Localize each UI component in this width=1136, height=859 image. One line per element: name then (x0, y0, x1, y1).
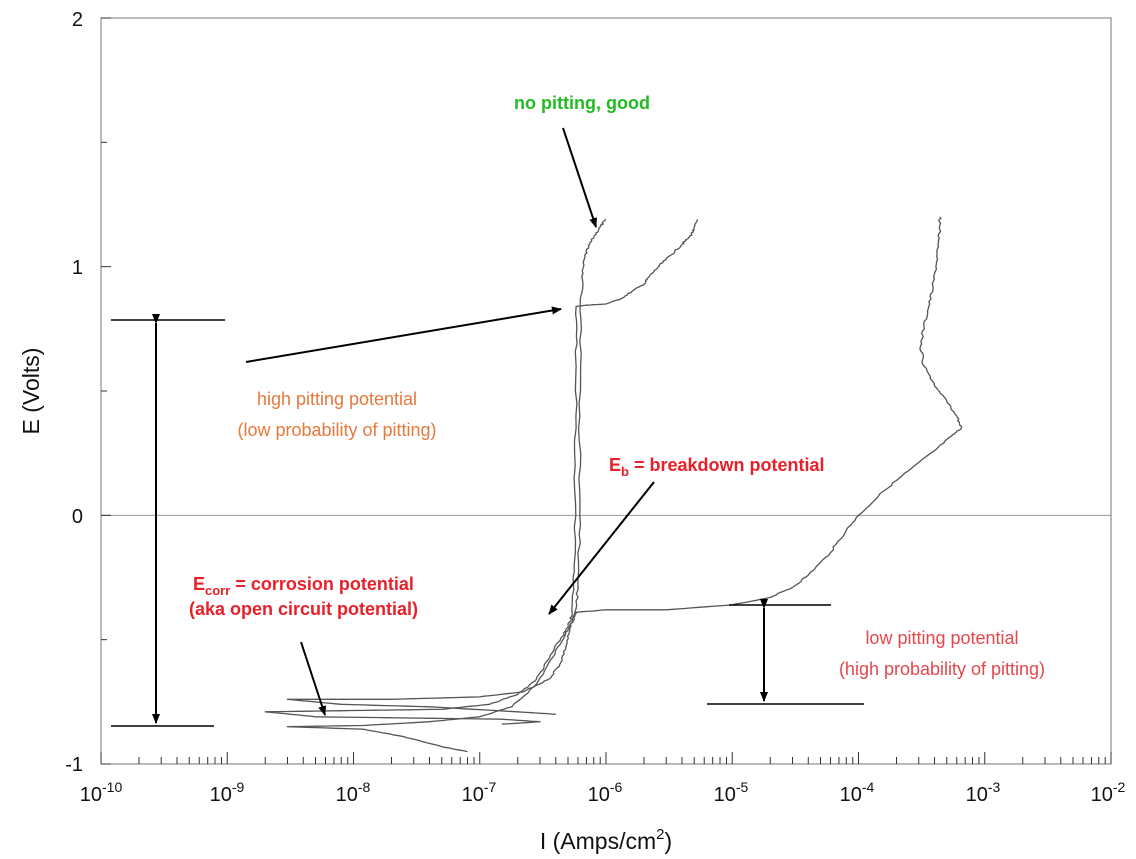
x-tick-label-1e-8: 10-8 (336, 779, 371, 806)
no-pitting-label: no pitting, good (514, 93, 650, 113)
polarization-curve-1 (286, 218, 607, 753)
corrosion-arrow (300, 641, 326, 716)
high-pitting-label-line2: (low probability of pitting) (237, 420, 436, 440)
x-tick-label-1e-7: 10-7 (462, 779, 497, 806)
y-tick-label-0: 0 (72, 506, 83, 528)
x-tick-label-1e-6: 10-6 (588, 779, 623, 806)
no-pitting-arrow (562, 127, 597, 228)
low-pitting-label-line2: (high probability of pitting) (839, 659, 1045, 679)
high-pitting-arrow (245, 306, 562, 363)
tick-layer (100, 17, 1112, 765)
x-tick-label-1e-5: 10-5 (714, 779, 749, 806)
polarization-curve-3 (286, 216, 963, 715)
high-pitting-label-line1: high pitting potential (257, 389, 417, 409)
low-pitting-label-line1: low pitting potential (865, 628, 1018, 648)
polarization-curve-2 (264, 219, 699, 725)
x-tick-label-1e-9: 10-9 (210, 779, 245, 806)
plot-frame (100, 17, 1112, 765)
x-tick-label-1e-2: 10-2 (1091, 779, 1126, 806)
x-tick-label-1e-4: 10-4 (840, 779, 875, 806)
y-tick-label-2: 2 (72, 9, 83, 31)
x-tick-label-1e-3: 10-3 (966, 779, 1001, 806)
y-axis-title: E (Volts) (18, 348, 44, 435)
corrosion-potential-label-line2: (aka open circuit potential) (189, 599, 418, 619)
y-tick-label-neg1: -1 (65, 754, 83, 776)
high-pitting-range-bracket (111, 314, 225, 727)
breakdown-potential-label: Eb = breakdown potential (609, 455, 825, 479)
y-tick-label-1: 1 (72, 257, 83, 279)
x-tick-label-1e-10: 10-10 (80, 779, 123, 806)
low-pitting-range-bracket (707, 599, 864, 705)
corrosion-potential-label-line1: Ecorr = corrosion potential (193, 574, 414, 598)
series-layer (264, 216, 963, 753)
annotation-arrows (245, 127, 655, 716)
x-axis-title: I (Amps/cm2) (540, 826, 672, 854)
breakdown-arrow (548, 481, 655, 615)
